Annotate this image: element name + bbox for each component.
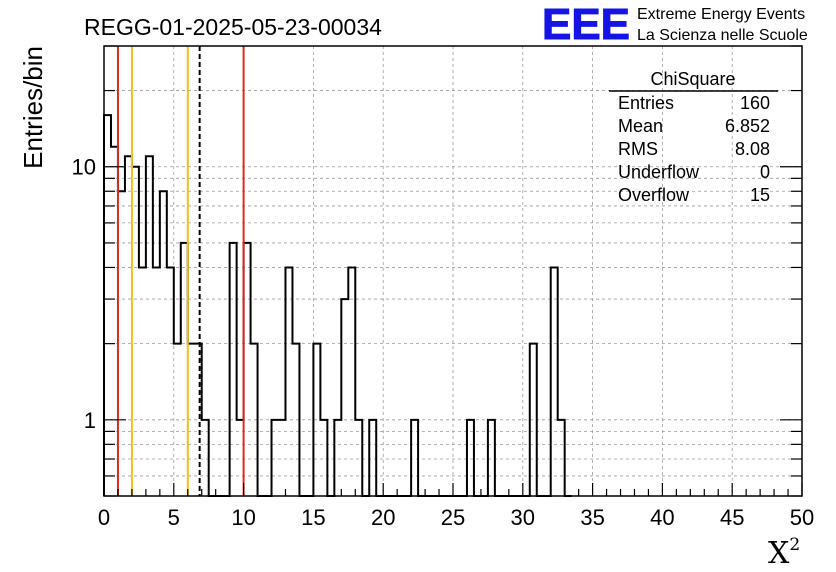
- axis-ticks: [103, 45, 803, 497]
- histogram-bin: [111, 147, 118, 496]
- stats-row-value: 6.852: [725, 116, 770, 136]
- stats-box: ChiSquare Entries 160 Mean 6.852 RMS 8.08 Unde…: [609, 69, 778, 205]
- histogram-bin: [153, 267, 160, 496]
- histogram-outline: [103, 114, 572, 497]
- eee-logo-line1: Extreme Energy Events: [637, 6, 805, 23]
- chart-title: REGG-01-2025-05-23-00034: [84, 14, 382, 40]
- stats-row-label: Underflow: [618, 162, 700, 182]
- histogram-bin: [320, 420, 327, 496]
- histogram-bin: [292, 344, 299, 496]
- y-tick-label: 1: [84, 408, 96, 433]
- x-tick-label: 10: [231, 505, 255, 530]
- histogram-bin: [118, 191, 125, 496]
- x-tick-label: 50: [790, 505, 814, 530]
- x-axis-label-superscript: 2: [789, 535, 800, 555]
- x-tick-label: 45: [720, 505, 744, 530]
- histogram-bin: [467, 420, 474, 496]
- y-tick-labels: 1 10: [72, 155, 96, 433]
- histogram-bin: [195, 344, 202, 496]
- histogram-bin: [341, 299, 348, 496]
- histogram-bin: [334, 420, 341, 496]
- x-tick-label: 0: [98, 505, 110, 530]
- histogram-bin: [313, 344, 320, 496]
- stats-row-label: Entries: [618, 93, 674, 113]
- stats-row-label: Mean: [618, 116, 663, 136]
- histogram-bin: [244, 243, 251, 496]
- x-tick-label: 35: [580, 505, 604, 530]
- histogram-bin: [530, 344, 537, 496]
- histogram-bin: [125, 156, 132, 496]
- stats-row-label: RMS: [618, 139, 658, 159]
- histogram-bin: [411, 420, 418, 496]
- histogram-bin: [488, 420, 495, 496]
- histogram-bin: [355, 420, 362, 496]
- histogram-bin: [251, 344, 258, 496]
- histogram-bin: [188, 344, 195, 496]
- stats-row-value: 160: [740, 93, 770, 113]
- histogram-bin: [285, 267, 292, 496]
- histogram-bin: [167, 267, 174, 496]
- histogram-bin: [104, 115, 111, 496]
- x-tick-label: 15: [301, 505, 325, 530]
- stats-row-value: 8.08: [735, 139, 770, 159]
- histogram-bin: [558, 420, 565, 496]
- histogram-bin: [181, 243, 188, 496]
- y-axis-label: Entries/bin: [18, 46, 48, 169]
- histogram-bin: [139, 267, 146, 496]
- histogram-bin: [132, 167, 139, 496]
- histogram-bin: [160, 191, 167, 496]
- eee-logo-mark: EEE: [542, 0, 630, 49]
- eee-logo-line2: La Scienza nelle Scuole: [637, 27, 808, 44]
- histogram-bin: [174, 344, 181, 496]
- x-tick-label: 40: [650, 505, 674, 530]
- histogram-series: [103, 114, 572, 497]
- histogram-bin: [230, 243, 237, 496]
- x-tick-label: 30: [511, 505, 535, 530]
- histogram-bin: [551, 267, 558, 496]
- stats-row-value: 0: [760, 162, 770, 182]
- stats-row-label: Overflow: [618, 185, 690, 205]
- x-tick-label: 20: [371, 505, 395, 530]
- histogram-bin: [369, 420, 376, 496]
- stats-row-value: 15: [750, 185, 770, 205]
- histogram-bin: [202, 420, 209, 496]
- x-tick-labels: 0 5 10 15 20 25 30 35 40 45 50: [98, 505, 814, 530]
- histogram-bin: [348, 267, 355, 496]
- histogram-bin: [272, 420, 279, 496]
- eee-logo: EEE Extreme Energy Events La Scienza nel…: [542, 0, 808, 50]
- stats-box-title: ChiSquare: [650, 69, 735, 89]
- y-tick-label: 10: [72, 155, 96, 180]
- histogram-bin: [279, 420, 286, 496]
- histogram-bin: [146, 156, 153, 496]
- reference-lines: [116, 46, 245, 496]
- x-axis-label: X2: [768, 535, 800, 571]
- x-tick-label: 5: [168, 505, 180, 530]
- x-tick-label: 25: [441, 505, 465, 530]
- histogram-bin: [237, 420, 244, 496]
- stats-box-rows: Entries 160 Mean 6.852 RMS 8.08 Underflow 0 Over…: [618, 93, 770, 205]
- x-axis-label-base: X: [768, 536, 790, 571]
